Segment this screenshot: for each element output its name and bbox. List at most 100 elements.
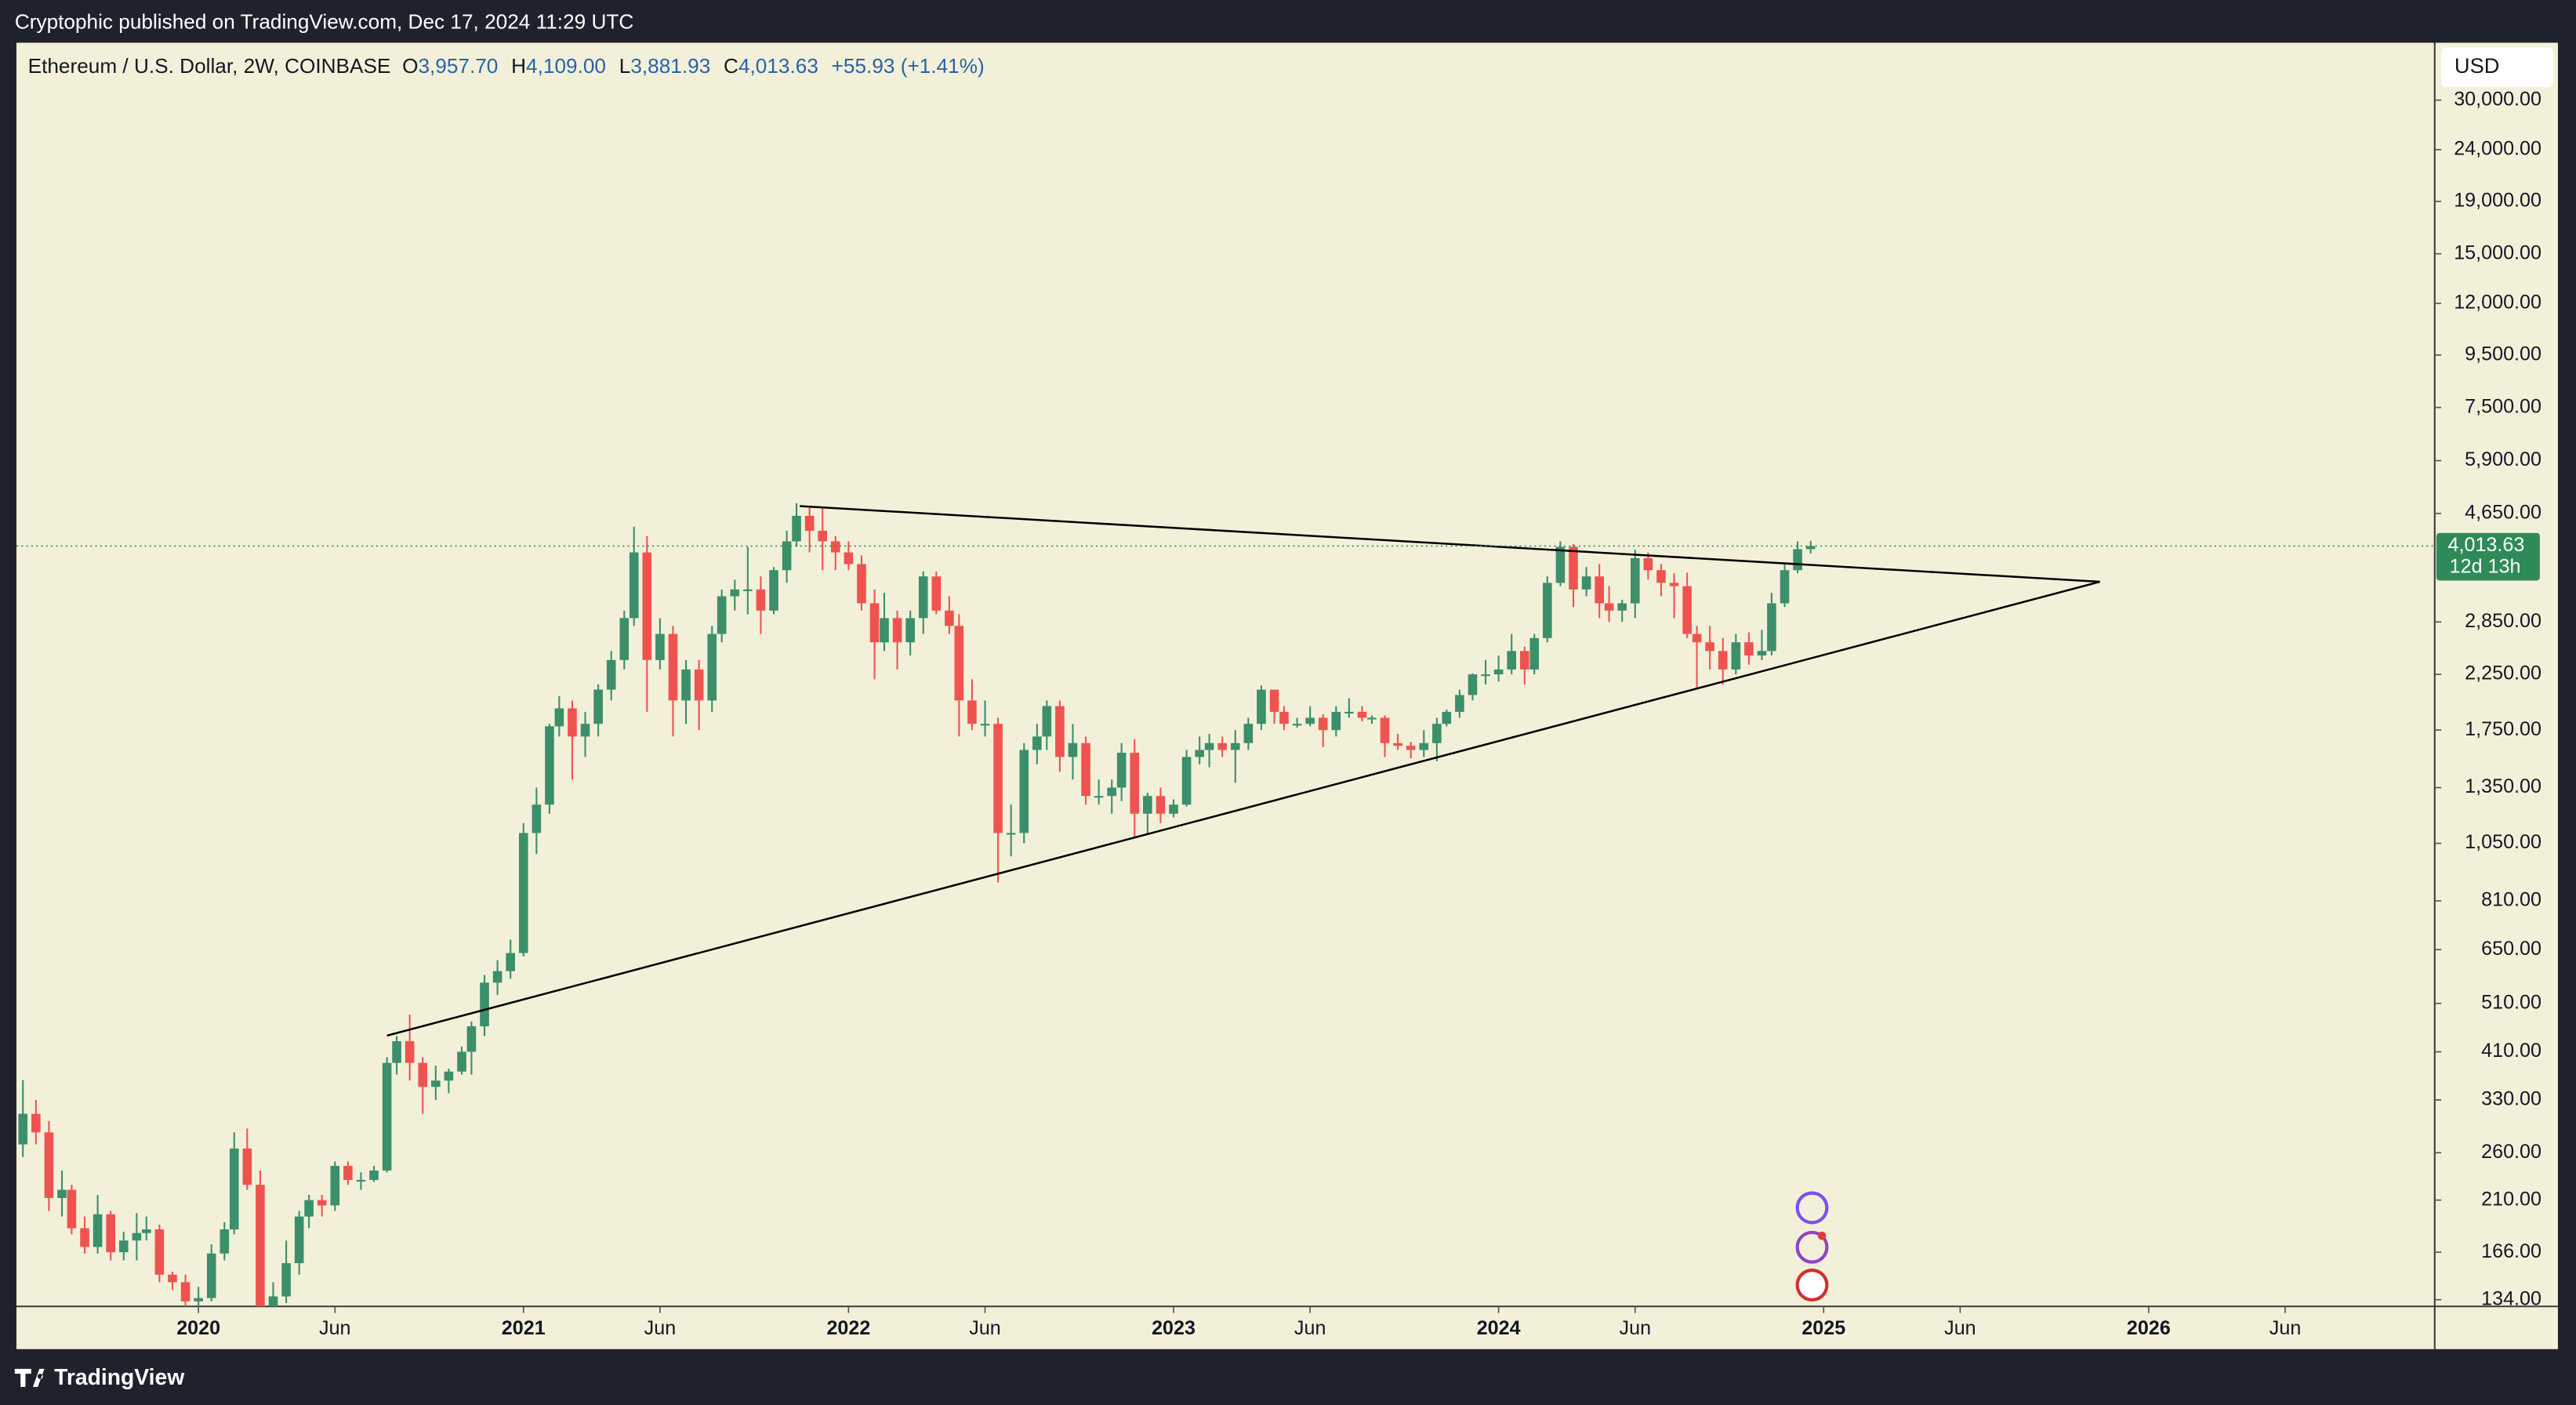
plot-area [16,503,2435,1307]
candle-body [1805,546,1816,550]
ohlc-key: O [402,54,418,78]
candle-body [629,552,639,619]
candle-body [1520,651,1529,670]
x-tick-label: Jun [1620,1317,1652,1339]
candle-body [1380,717,1390,743]
publisher-line: Cryptophic published on TradingView.com,… [15,9,633,33]
candle-body [619,618,629,660]
candle-body [118,1240,129,1253]
candle-body [304,1200,314,1217]
candle-body [1217,742,1228,750]
candle-body [1692,634,1702,643]
candle-body [356,1179,366,1182]
candle-body [1529,637,1540,670]
candle-body [168,1274,177,1283]
candle-body [294,1216,304,1264]
candle-body [268,1296,278,1307]
candle-body [743,589,753,591]
x-tick-label: Jun [1944,1317,1976,1339]
candle-body [869,603,880,643]
candle-body [1581,576,1591,590]
candle-body [57,1189,67,1198]
candle-body [1468,674,1478,695]
candle-body [242,1148,252,1185]
y-tick-label: 260.00 [2481,1141,2542,1163]
candle-body [180,1282,190,1302]
candle-body [1243,724,1254,743]
candle-body [857,564,866,604]
candle-body [954,626,964,701]
candle-body [1055,706,1065,757]
candle-body [106,1214,116,1253]
candle-body [1143,796,1152,814]
candle-body [466,1026,477,1052]
currency-label[interactable]: USD [2454,53,2500,78]
candle-body [818,530,828,542]
candle-body [1181,757,1192,805]
y-tick-label: 1,350.00 [2465,775,2542,797]
icon-flash[interactable] [1795,1230,1829,1264]
candle-body [1669,583,1679,586]
y-tick-label: 12,000.00 [2454,291,2542,313]
icon-spark[interactable] [1795,1191,1829,1225]
candle-body [694,669,704,701]
candle-body [1156,796,1166,814]
candle-body [1731,642,1741,670]
y-tick-label: 330.00 [2481,1087,2542,1109]
toolbar-icons[interactable] [1795,1191,1829,1302]
candle-body [1543,583,1552,638]
candle-body [1793,549,1802,571]
y-tick-label: 19,000.00 [2454,190,2542,212]
y-tick-label: 9,500.00 [2465,343,2542,365]
candle-body [1595,576,1604,604]
candle-body [418,1062,428,1087]
candle-body [392,1041,401,1063]
candle-body [506,953,515,971]
y-tick-label: 210.00 [2481,1188,2542,1210]
candle-body [405,1041,415,1063]
candle-body [844,552,854,565]
currency-box[interactable] [2441,47,2553,88]
candle-body [1757,651,1767,656]
brand-name: TradingView [54,1364,185,1389]
ohlc-value: 3,957.70 [418,54,498,78]
candle-body [154,1229,165,1275]
candle-body [1432,724,1442,743]
ohlc-value: 4,013.63 [738,54,818,78]
candle-body [1419,742,1429,750]
symbol-name: Ethereum / U.S. Dollar, 2W, COINBASE [28,54,391,78]
ohlc-key: C [724,54,738,78]
candle-body [1656,570,1666,583]
candle-body [655,634,665,660]
candle-body [1555,546,1566,583]
candle-body [545,726,554,805]
x-tick-label: 2021 [502,1317,546,1339]
y-tick-label: 2,250.00 [2465,663,2542,684]
candle-body [67,1189,77,1229]
candle-body [1682,586,1692,634]
candle-body [343,1166,353,1180]
ohlc-key: H [511,54,526,78]
candle-body [980,724,990,726]
candle-body [1269,689,1279,712]
candle-body [967,700,977,724]
candle-body [1493,669,1504,675]
last-price-label: 4,013.63 [2448,534,2525,556]
candle-body [1406,746,1416,750]
candle-body [554,708,564,727]
candle-body [431,1080,441,1087]
candle-body [194,1298,203,1302]
ohlc-value: 3,881.93 [630,54,710,78]
icon-events[interactable] [1795,1269,1829,1302]
y-tick-label: 5,900.00 [2465,448,2542,470]
candle-body [1032,736,1042,750]
candle-body [1081,742,1090,797]
x-tick-label: Jun [2269,1317,2302,1339]
logo-mark [14,1368,45,1387]
candle-body [142,1229,151,1233]
candle-body [31,1113,41,1133]
y-tick-label: 15,000.00 [2454,241,2542,263]
candle-body [1006,833,1016,835]
y-tick-label: 4,650.00 [2465,501,2542,523]
